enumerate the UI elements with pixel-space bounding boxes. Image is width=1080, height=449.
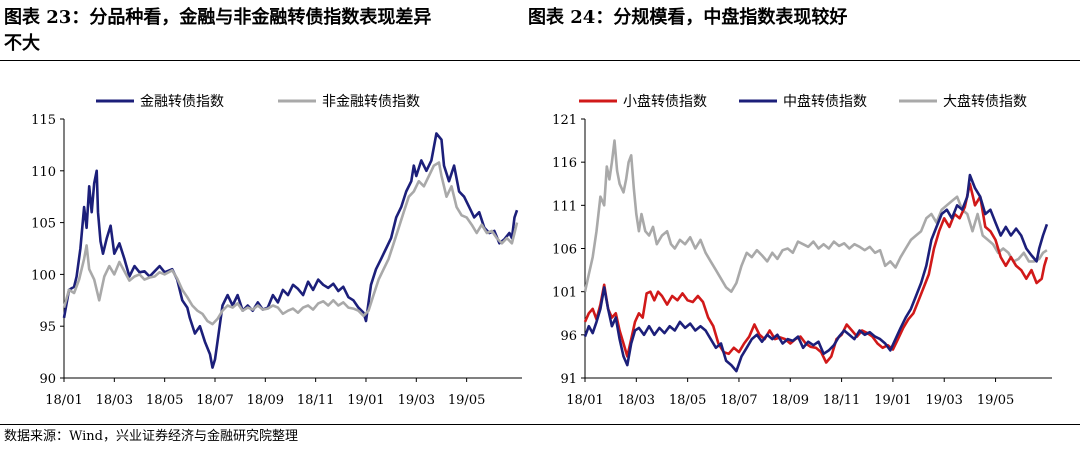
left-legend-label: 非金融转债指数 [322, 94, 420, 110]
left-chart: 90 95 100 105 110 115 18/01 18/03 18/05 18/07 18/0… [31, 94, 522, 408]
right-x-tick-label: 18/11 [823, 393, 860, 408]
left-series-line [62, 161, 519, 326]
source-note: 数据来源：Wind，兴业证券经济与金融研究院整理 [4, 429, 298, 444]
right-x-tick-label: 19/03 [925, 393, 962, 408]
right-x-tick-label: 18/05 [669, 393, 706, 408]
left-y-tick-label: 90 [39, 372, 56, 387]
left-x-tick-label: 19/01 [347, 393, 384, 408]
header-rule [0, 60, 1080, 61]
left-x-tick-label: 18/07 [196, 393, 233, 408]
footer-rule [0, 424, 1080, 425]
left-figure-title-continued: 不大 [4, 33, 40, 54]
right-x-tick-label: 19/01 [874, 393, 911, 408]
right-y-tick-label: 121 [552, 113, 577, 128]
left-x-tick-label: 18/03 [96, 393, 133, 408]
left-y-tick-label: 100 [31, 268, 56, 283]
right-x-tick-label: 18/03 [618, 393, 655, 408]
left-figure-title: 图表 23：分品种看，金融与非金融转债指数表现差异 [4, 7, 432, 28]
left-y-tick-label: 105 [31, 217, 56, 232]
right-y-tick-label: 91 [560, 372, 577, 387]
right-y-tick-label: 106 [552, 243, 577, 258]
left-x-tick-label: 19/03 [398, 393, 435, 408]
left-y-tick-label: 110 [31, 165, 56, 180]
left-x-tick-label: 18/11 [297, 393, 334, 408]
right-x-tick-label: 18/01 [566, 393, 603, 408]
left-x-tick-label: 18/01 [45, 393, 82, 408]
left-y-tick-label: 115 [31, 113, 56, 128]
right-y-tick-label: 101 [552, 286, 577, 301]
right-series-line [583, 139, 1048, 293]
right-y-tick-label: 111 [552, 199, 577, 214]
right-legend-label: 小盘转债指数 [623, 93, 707, 110]
left-x-tick-label: 19/05 [448, 393, 485, 408]
right-series-line [583, 173, 1049, 373]
left-y-tick-label: 95 [39, 320, 56, 335]
right-x-tick-label: 18/09 [772, 393, 809, 408]
right-legend-label: 大盘转债指数 [943, 93, 1027, 110]
right-x-tick-label: 19/05 [977, 393, 1014, 408]
right-x-tick-label: 18/07 [720, 393, 757, 408]
right-figure-title: 图表 24：分规模看，中盘指数表现较好 [528, 7, 848, 28]
left-x-tick-label: 18/09 [247, 393, 284, 408]
right-chart: 91 96 101 106 111 116 121 18/01 18/03 18/05 18/07 1… [552, 93, 1052, 408]
left-series-line [62, 132, 519, 369]
right-y-tick-label: 96 [560, 329, 577, 344]
right-y-tick-label: 116 [552, 156, 577, 171]
left-legend-label: 金融转债指数 [140, 94, 224, 110]
right-legend-label: 中盘转债指数 [783, 93, 867, 110]
left-x-tick-label: 18/05 [146, 393, 183, 408]
